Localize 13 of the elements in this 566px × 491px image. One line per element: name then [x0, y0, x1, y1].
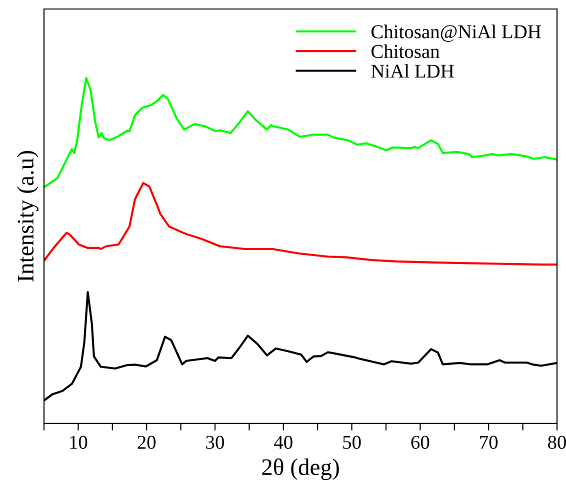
x-tick-label: 60: [411, 436, 430, 449]
x-tick-label: 70: [480, 436, 498, 449]
x-tick-label: 50: [343, 436, 361, 449]
y-axis-title: Intensity (a.u): [16, 151, 38, 282]
legend-label: Chitosan@NiAl LDH: [371, 24, 541, 42]
x-tick-label: 80: [548, 436, 566, 449]
x-tick-label: 20: [138, 436, 156, 449]
x-tick-label: 30: [206, 436, 224, 449]
x-axis-title: 2θ (deg): [262, 458, 339, 480]
legend-label: NiAl LDH: [371, 64, 454, 78]
x-tick-label: 40: [274, 436, 292, 449]
legend-label: Chitosan: [371, 44, 440, 58]
x-tick-label: 10: [70, 436, 88, 449]
